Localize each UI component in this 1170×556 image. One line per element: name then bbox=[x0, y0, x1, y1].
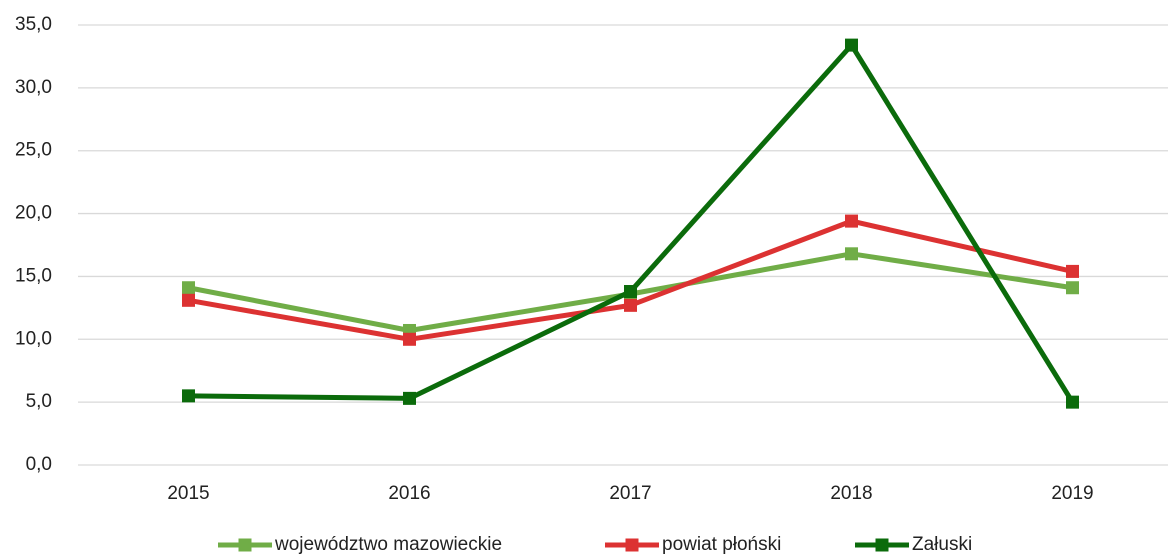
legend-label: Załuski bbox=[912, 534, 972, 555]
marker bbox=[845, 247, 858, 261]
series-line bbox=[188, 218, 1074, 342]
y-tick-label: 35,0 bbox=[15, 14, 52, 35]
y-tick-label: 20,0 bbox=[15, 203, 52, 224]
x-tick-label: 2017 bbox=[609, 483, 651, 504]
legend-label: województwo mazowieckie bbox=[274, 534, 502, 555]
marker bbox=[624, 298, 637, 312]
marker bbox=[182, 293, 195, 307]
marker bbox=[1066, 281, 1079, 295]
x-tick-label: 2016 bbox=[388, 483, 430, 504]
marker bbox=[845, 38, 858, 52]
marker bbox=[403, 391, 416, 405]
legend-label: powiat płoński bbox=[662, 534, 781, 555]
legend-marker bbox=[875, 538, 889, 552]
marker bbox=[845, 214, 858, 228]
legend-marker bbox=[238, 538, 252, 552]
y-tick-label: 30,0 bbox=[15, 77, 52, 98]
y-tick-label: 10,0 bbox=[15, 328, 52, 349]
marker bbox=[1066, 395, 1079, 409]
marker bbox=[182, 389, 195, 403]
legend-marker bbox=[625, 538, 639, 552]
series-line bbox=[188, 42, 1075, 404]
marker bbox=[1066, 264, 1079, 278]
marker bbox=[624, 285, 637, 299]
y-tick-label: 15,0 bbox=[15, 265, 52, 286]
y-tick-label: 5,0 bbox=[26, 391, 52, 412]
y-tick-label: 25,0 bbox=[15, 140, 52, 161]
x-tick-label: 2019 bbox=[1051, 483, 1093, 504]
x-tick-label: 2018 bbox=[830, 483, 872, 504]
marker bbox=[403, 332, 416, 346]
marker bbox=[182, 281, 195, 295]
x-tick-label: 2015 bbox=[167, 483, 209, 504]
y-tick-label: 0,0 bbox=[26, 454, 52, 475]
